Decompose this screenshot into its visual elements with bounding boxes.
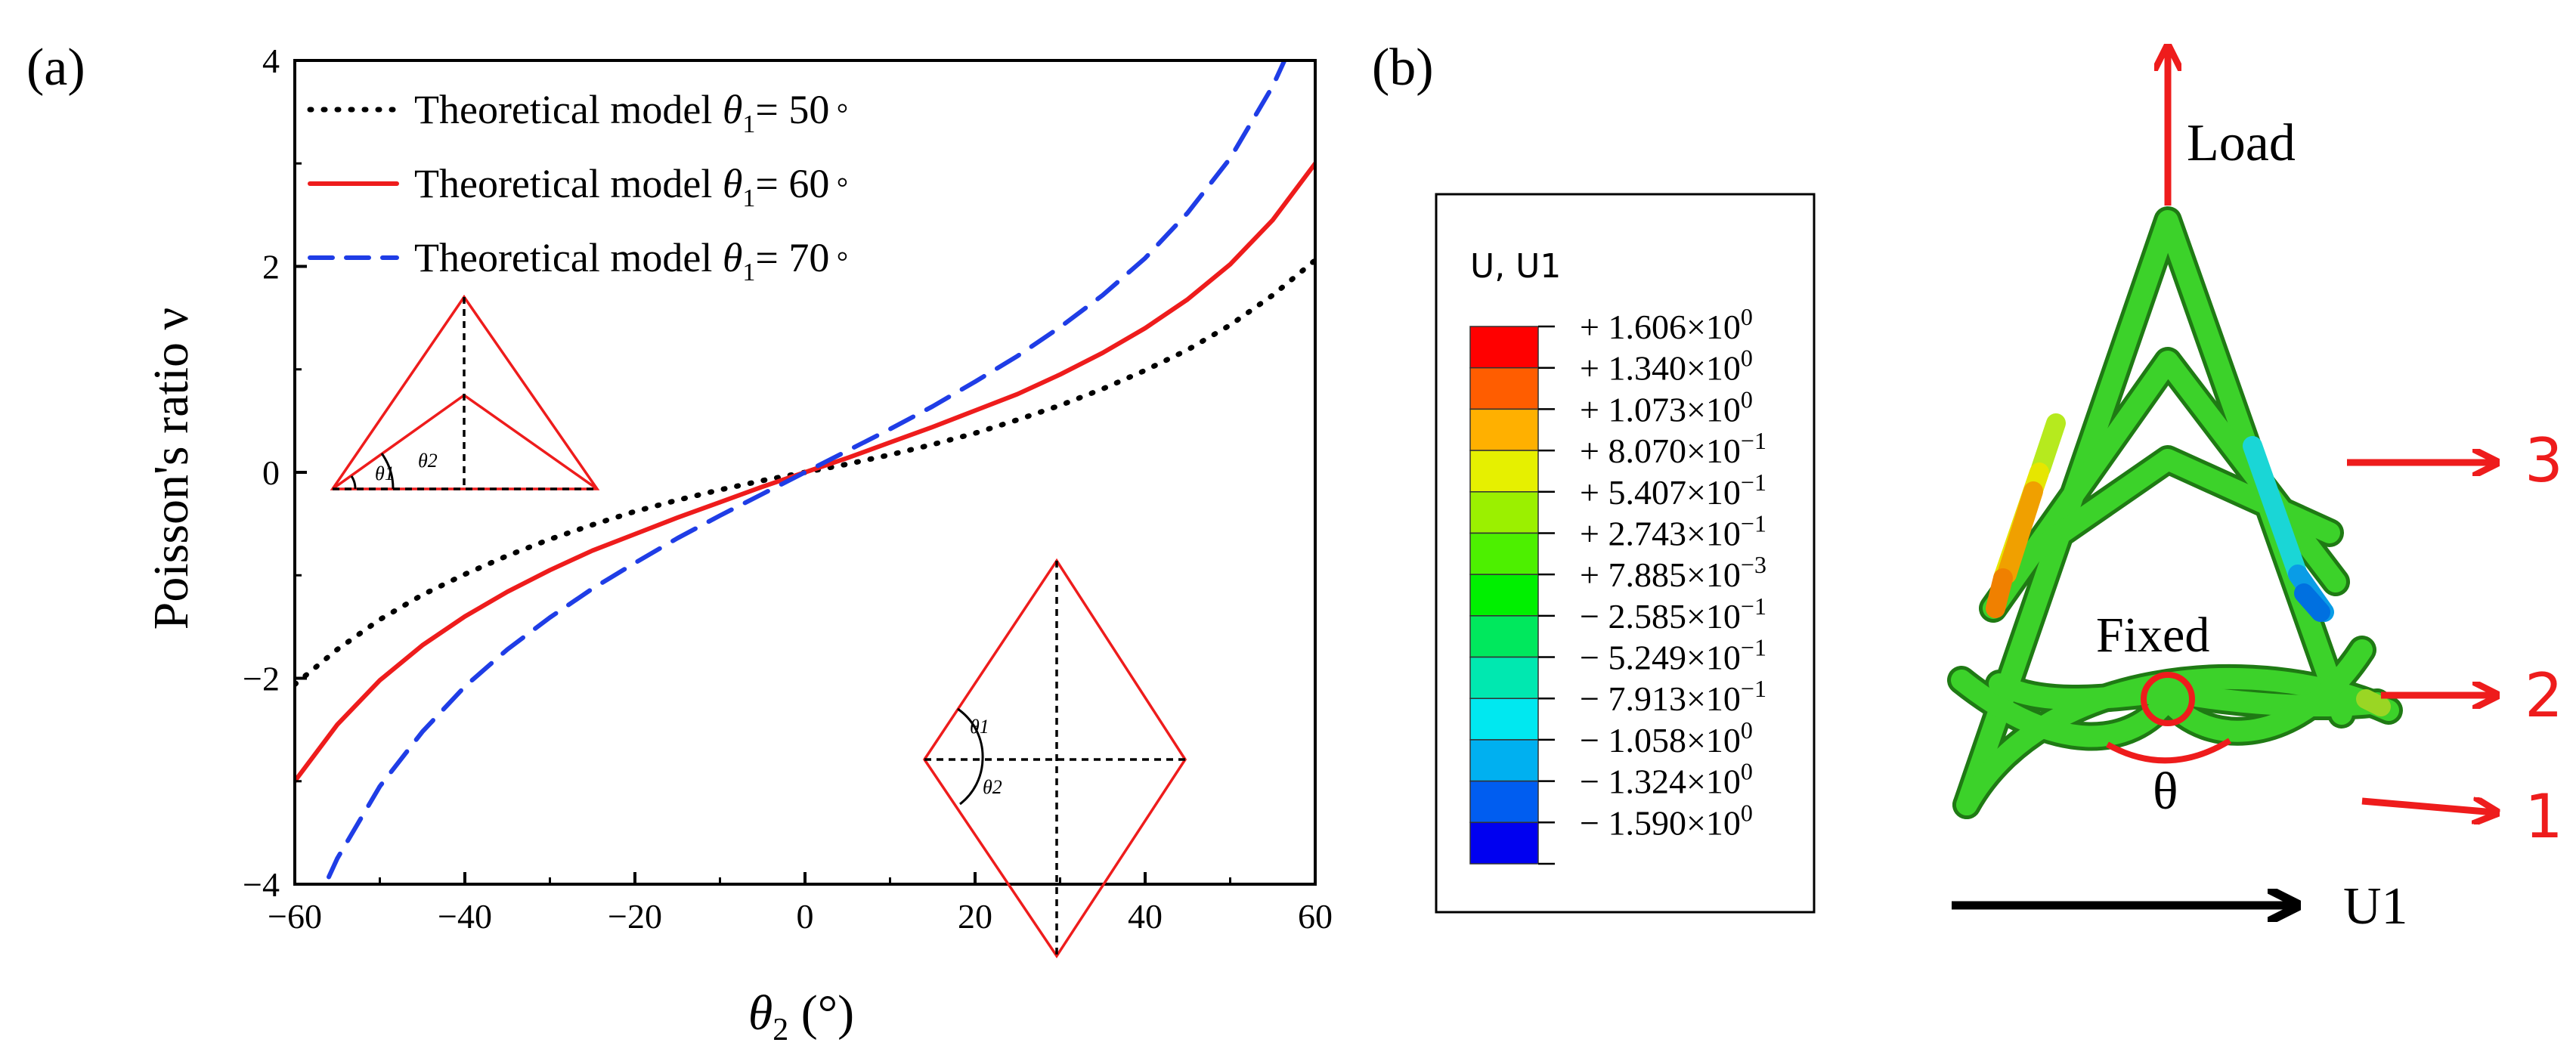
node-3-label: 3 xyxy=(2525,425,2563,496)
node-1-arrow xyxy=(2361,801,2494,812)
node-2-label: 2 xyxy=(2525,660,2563,731)
inset-top-theta2: θ2 xyxy=(418,450,438,472)
colorbar-swatch xyxy=(1469,739,1539,782)
inset-top-theta1: θ1 xyxy=(375,462,395,484)
colorbar-label: + 1.340×100 xyxy=(1580,345,1753,388)
colorbar-swatch xyxy=(1469,532,1539,575)
colorbar-swatch xyxy=(1469,698,1539,741)
colorbar-label: + 2.743×10−1 xyxy=(1580,509,1766,552)
x-tick-label: 20 xyxy=(958,897,992,936)
inset-diagram-top xyxy=(330,294,600,490)
inset-bottom-theta2: θ2 xyxy=(983,776,1002,798)
inset-diagram-bottom xyxy=(922,558,1187,959)
fixed-label: Fixed xyxy=(2096,608,2209,663)
u1-label: U1 xyxy=(2343,877,2408,936)
y-tick-label: −2 xyxy=(243,660,280,698)
legend-label-50: Theoretical model θ1= 50 ° xyxy=(414,87,848,138)
colorbar-label: + 7.885×10−3 xyxy=(1580,551,1766,594)
colorbar-swatch xyxy=(1469,450,1539,493)
colorbar-label: + 1.073×100 xyxy=(1580,385,1753,428)
colorbar-label: − 5.249×10−1 xyxy=(1580,634,1766,677)
panel-b-label: (b) xyxy=(1372,39,1434,97)
y-tick-label: 0 xyxy=(262,453,280,492)
panel-a-label: (a) xyxy=(26,39,85,97)
colorbar-label: + 5.407×10−1 xyxy=(1580,469,1766,512)
y-tick-label: 2 xyxy=(262,248,280,286)
colorbar-label: + 1.606×100 xyxy=(1580,303,1753,346)
colorbar-swatch xyxy=(1469,780,1539,824)
x-tick-label: 60 xyxy=(1298,897,1333,936)
colorbar-swatch xyxy=(1469,574,1539,617)
colorbar-swatch xyxy=(1469,656,1539,699)
colorbar-swatch xyxy=(1469,408,1539,451)
colorbar-label: − 1.590×100 xyxy=(1580,799,1753,842)
colorbar-swatch xyxy=(1469,491,1539,534)
legend: Theoretical model θ1= 50 ° Theoretical mo… xyxy=(307,87,848,286)
load-label: Load xyxy=(2187,114,2296,172)
colorbar-label: + 8.070×10−1 xyxy=(1580,427,1766,470)
x-tick-label: 0 xyxy=(797,897,814,936)
legend-label-70: Theoretical model θ1= 70 ° xyxy=(414,235,848,286)
x-axis-title: θ2 (°) xyxy=(748,985,854,1047)
colorbar-swatch xyxy=(1469,367,1539,410)
theta-arc xyxy=(2106,738,2232,764)
model-structure xyxy=(1947,206,2403,819)
colorbar-label: − 1.058×100 xyxy=(1580,716,1753,759)
colorbar-label: − 7.913×10−1 xyxy=(1580,675,1766,718)
series-layer xyxy=(295,60,1315,884)
x-tick-label: −60 xyxy=(268,897,322,936)
colorbar-label: − 2.585×10−1 xyxy=(1580,592,1766,636)
colorbar-title: U, U1 xyxy=(1470,247,1561,286)
series-line-theta1-70 xyxy=(323,60,1287,884)
colorbar-swatch xyxy=(1469,326,1539,369)
node-1-label: 1 xyxy=(2525,781,2563,852)
colorbar-swatch xyxy=(1469,821,1539,865)
y-tick-label: 4 xyxy=(262,42,280,80)
theta-label: θ xyxy=(2153,763,2178,821)
x-tick-label: −20 xyxy=(608,897,662,936)
legend-label-60: Theoretical model θ1= 60 ° xyxy=(414,161,848,212)
colorbar-swatch xyxy=(1469,615,1539,658)
y-tick-label: −4 xyxy=(243,865,280,904)
colorbar-label: − 1.324×100 xyxy=(1580,758,1753,801)
fixed-point-circle xyxy=(2141,672,2195,726)
x-tick-label: 40 xyxy=(1128,897,1163,936)
y-axis-title: Poisson's ratio ν xyxy=(144,308,199,630)
colorbar: + 1.606×100+ 1.340×100+ 1.073×100+ 8.070… xyxy=(1469,303,1766,865)
inset-bottom-theta1: θ1 xyxy=(970,716,989,738)
x-tick-label: −40 xyxy=(438,897,492,936)
